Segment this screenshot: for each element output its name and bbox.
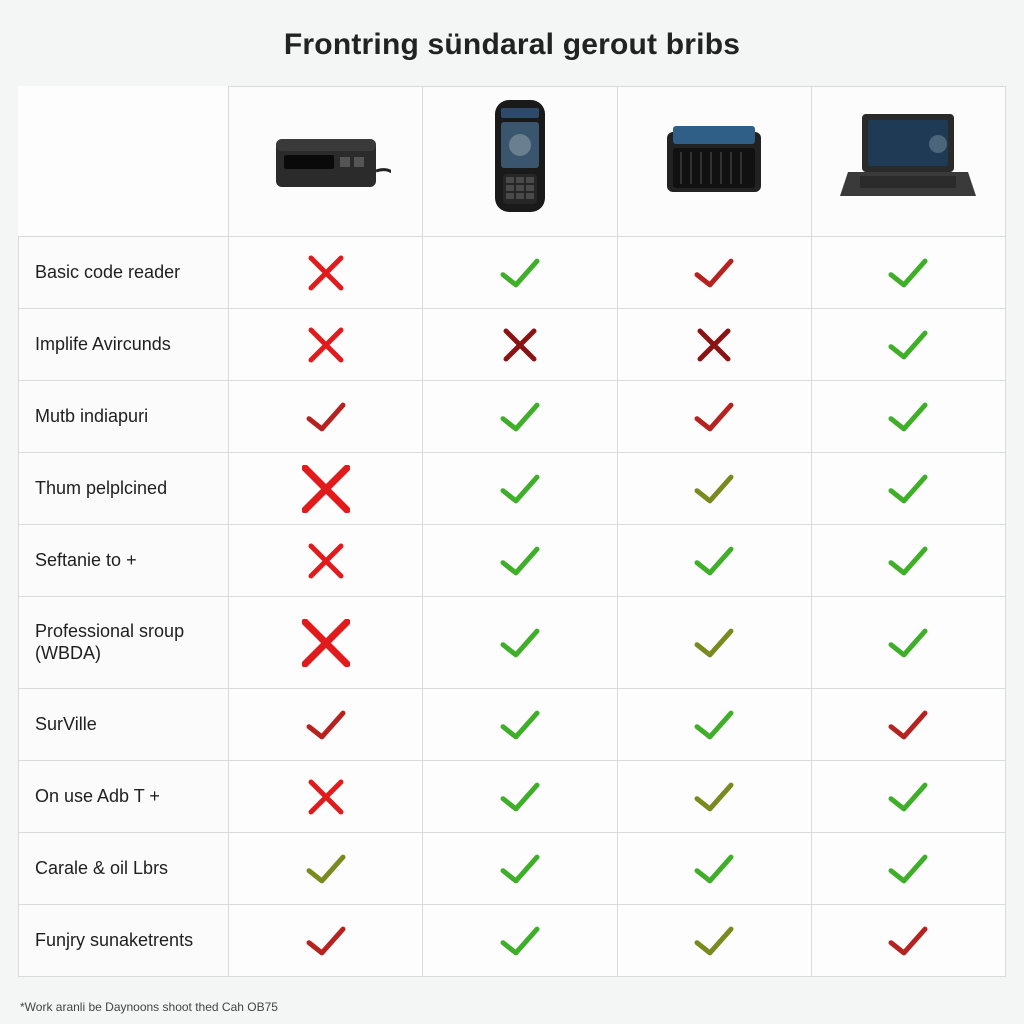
check-icon bbox=[811, 453, 1005, 525]
table-row: SurVille bbox=[19, 689, 1006, 761]
footnote: *Work aranli be Daynoons shoot thed Cah … bbox=[20, 1000, 278, 1014]
page-title: Frontring sündaral gerout bribs bbox=[18, 28, 1006, 62]
check-icon bbox=[423, 237, 617, 309]
rugged-laptop-icon bbox=[838, 104, 978, 219]
row-label: Basic code reader bbox=[19, 237, 229, 309]
check-icon bbox=[423, 525, 617, 597]
check-icon bbox=[423, 381, 617, 453]
cross-icon bbox=[229, 453, 423, 525]
device-col-handheld bbox=[423, 87, 617, 237]
check-icon bbox=[811, 381, 1005, 453]
table-row: Seftanie to + bbox=[19, 525, 1006, 597]
check-icon bbox=[229, 381, 423, 453]
check-icon bbox=[811, 689, 1005, 761]
table-header-row bbox=[19, 87, 1006, 237]
check-icon bbox=[617, 597, 811, 689]
row-label: Mutb indiapuri bbox=[19, 381, 229, 453]
cross-icon bbox=[617, 309, 811, 381]
table-row: Implife Avircunds bbox=[19, 309, 1006, 381]
check-icon bbox=[617, 761, 811, 833]
row-label: SurVille bbox=[19, 689, 229, 761]
check-icon bbox=[811, 237, 1005, 309]
check-icon bbox=[811, 309, 1005, 381]
check-icon bbox=[423, 833, 617, 905]
row-label: Implife Avircunds bbox=[19, 309, 229, 381]
check-icon bbox=[617, 381, 811, 453]
check-icon bbox=[811, 761, 1005, 833]
table-row: Professional sroup(WBDA) bbox=[19, 597, 1006, 689]
check-icon bbox=[811, 905, 1005, 977]
device-col-obd-box bbox=[229, 87, 423, 237]
check-icon bbox=[423, 597, 617, 689]
cross-icon bbox=[423, 309, 617, 381]
cross-icon bbox=[229, 237, 423, 309]
cross-icon bbox=[229, 597, 423, 689]
table-row: On use Adb T + bbox=[19, 761, 1006, 833]
check-icon bbox=[423, 905, 617, 977]
row-label: Carale & oil Lbrs bbox=[19, 833, 229, 905]
device-col-ecu-unit bbox=[617, 87, 811, 237]
check-icon bbox=[811, 597, 1005, 689]
check-icon bbox=[811, 833, 1005, 905]
table-row: Thum pelplcined bbox=[19, 453, 1006, 525]
row-label: On use Adb T + bbox=[19, 761, 229, 833]
check-icon bbox=[617, 237, 811, 309]
cross-icon bbox=[229, 309, 423, 381]
check-icon bbox=[811, 525, 1005, 597]
row-label: Seftanie to + bbox=[19, 525, 229, 597]
check-icon bbox=[229, 833, 423, 905]
check-icon bbox=[229, 689, 423, 761]
table-row: Funjry sunaketrents bbox=[19, 905, 1006, 977]
table-corner bbox=[19, 87, 229, 237]
row-label: Funjry sunaketrents bbox=[19, 905, 229, 977]
obd-box-icon bbox=[261, 109, 391, 214]
check-icon bbox=[229, 905, 423, 977]
check-icon bbox=[617, 905, 811, 977]
check-icon bbox=[617, 689, 811, 761]
table-row: Carale & oil Lbrs bbox=[19, 833, 1006, 905]
table-row: Mutb indiapuri bbox=[19, 381, 1006, 453]
cross-icon bbox=[229, 761, 423, 833]
device-col-laptop bbox=[811, 87, 1005, 237]
comparison-table: Basic code reader Implife Avircunds Mutb… bbox=[18, 86, 1006, 977]
check-icon bbox=[423, 689, 617, 761]
check-icon bbox=[617, 525, 811, 597]
cross-icon bbox=[229, 525, 423, 597]
check-icon bbox=[423, 761, 617, 833]
check-icon bbox=[617, 833, 811, 905]
table-row: Basic code reader bbox=[19, 237, 1006, 309]
check-icon bbox=[423, 453, 617, 525]
row-label: Thum pelplcined bbox=[19, 453, 229, 525]
ecu-module-icon bbox=[649, 104, 779, 219]
check-icon bbox=[617, 453, 811, 525]
handheld-scanner-icon bbox=[475, 94, 565, 229]
row-label: Professional sroup(WBDA) bbox=[19, 597, 229, 689]
